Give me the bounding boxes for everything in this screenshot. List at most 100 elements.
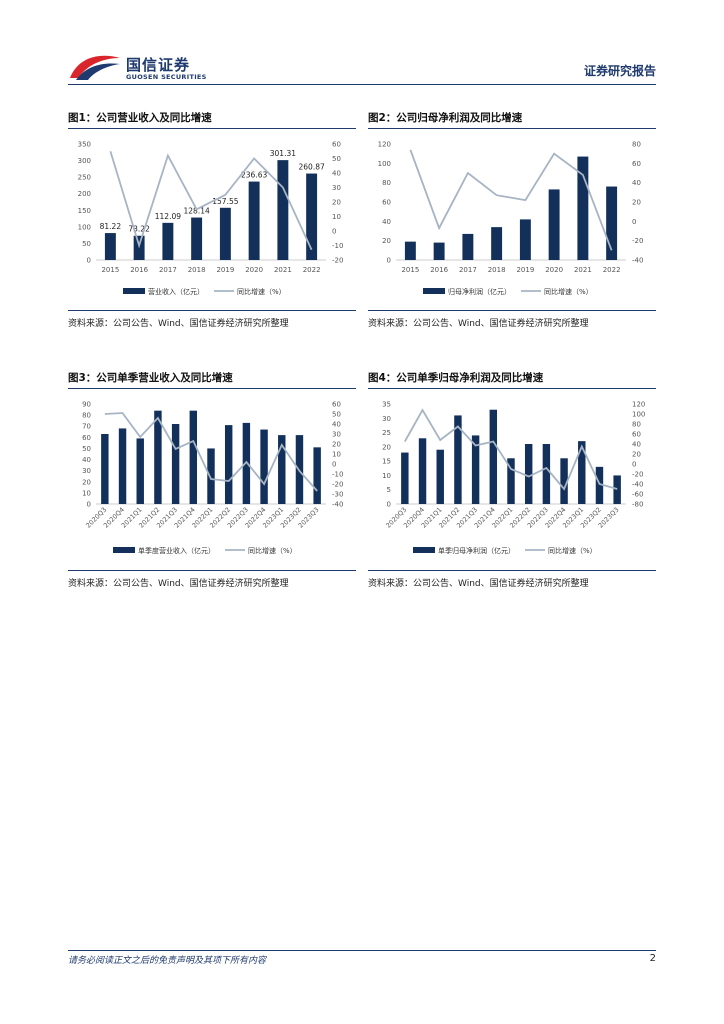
left-axis-tick-label: 15 bbox=[382, 458, 391, 466]
bar bbox=[404, 241, 416, 260]
left-axis-tick-label: 300 bbox=[78, 157, 91, 165]
right-axis-tick-label: 20 bbox=[332, 441, 341, 449]
bar bbox=[248, 181, 260, 260]
left-axis-tick-label: 200 bbox=[78, 190, 91, 198]
bar bbox=[191, 217, 203, 260]
bar bbox=[436, 449, 444, 504]
data-label: 157.55 bbox=[212, 197, 238, 206]
bar bbox=[401, 452, 409, 504]
x-axis-tick-label: 2017 bbox=[159, 266, 177, 274]
bar bbox=[313, 447, 321, 504]
guosen-logo-icon bbox=[70, 55, 120, 80]
right-axis-tick-label: 60 bbox=[632, 431, 641, 439]
left-axis-tick-label: 80 bbox=[382, 179, 391, 187]
bar bbox=[101, 434, 109, 504]
left-axis-tick-label: 30 bbox=[82, 467, 91, 475]
bar bbox=[524, 444, 533, 504]
right-axis-tick-label: 40 bbox=[632, 179, 641, 187]
figure-1-title: 图1：公司营业收入及同比增速 bbox=[68, 112, 212, 124]
figure-1-source: 资料来源：公司公告、Wind、国信证券经济研究所整理 bbox=[68, 319, 289, 329]
bar bbox=[595, 466, 604, 504]
figure-3-title: 图3：公司单季营业收入及同比增速 bbox=[68, 372, 233, 384]
left-axis-tick-label: 35 bbox=[382, 401, 391, 409]
data-label: 260.87 bbox=[299, 163, 325, 172]
right-axis-tick-label: 10 bbox=[332, 213, 341, 221]
legend-bar-swatch bbox=[123, 288, 145, 294]
bar bbox=[104, 233, 116, 260]
figure-4-source: 资料来源：公司公告、Wind、国信证券经济研究所整理 bbox=[368, 579, 589, 589]
legend-line-label: 同比增速（%） bbox=[544, 287, 593, 296]
bar bbox=[418, 438, 427, 504]
right-axis-tick-label: -20 bbox=[332, 257, 343, 265]
bar bbox=[519, 219, 531, 260]
legend-line-label: 同比增速（%） bbox=[237, 287, 286, 296]
right-axis-tick-label: 50 bbox=[332, 411, 341, 419]
figure-2-top-rule bbox=[368, 128, 656, 129]
bar bbox=[219, 207, 231, 260]
logo-name-cn: 国信证券 bbox=[126, 56, 191, 74]
left-axis-tick-label: 0 bbox=[87, 501, 91, 509]
right-axis-tick-label: -40 bbox=[632, 257, 643, 265]
left-axis-tick-label: 20 bbox=[82, 478, 91, 486]
left-axis-tick-label: 90 bbox=[82, 401, 91, 409]
right-axis-tick-label: 60 bbox=[332, 401, 341, 409]
growth-line bbox=[409, 149, 613, 251]
x-axis-tick-label: 2015 bbox=[401, 266, 419, 274]
right-axis-tick-label: 120 bbox=[632, 401, 645, 409]
bar bbox=[306, 173, 318, 260]
figure-1-top-rule bbox=[68, 128, 356, 129]
left-axis-tick-label: 120 bbox=[378, 141, 391, 149]
legend-bar-label: 营业收入（亿元） bbox=[148, 287, 204, 296]
legend-bar-swatch bbox=[413, 547, 435, 553]
right-axis-tick-label: 20 bbox=[332, 199, 341, 207]
figure-3-source: 资料来源：公司公告、Wind、国信证券经济研究所整理 bbox=[68, 579, 289, 589]
x-axis-tick-label: 2018 bbox=[188, 266, 206, 274]
left-axis-tick-label: 250 bbox=[78, 174, 91, 182]
bar bbox=[242, 422, 251, 504]
right-axis-tick-label: -20 bbox=[632, 237, 643, 245]
left-axis-tick-label: 10 bbox=[82, 489, 91, 497]
right-axis-tick-label: 100 bbox=[632, 411, 645, 419]
left-axis-tick-label: 70 bbox=[82, 423, 91, 431]
left-axis-tick-label: 80 bbox=[82, 412, 91, 420]
x-axis-tick-label: 2015 bbox=[101, 266, 119, 274]
logo-name-en: GUOSEN SECURITIES bbox=[126, 73, 207, 81]
bar bbox=[136, 438, 144, 504]
right-axis-tick-label: 20 bbox=[632, 451, 641, 459]
footer-divider bbox=[68, 950, 656, 951]
figure-4-title: 图4：公司单季归母净利润及同比增速 bbox=[368, 372, 544, 384]
growth-line bbox=[404, 408, 618, 491]
figure-2-title: 图2：公司归母净利润及同比增速 bbox=[368, 112, 523, 124]
right-axis-tick-label: -30 bbox=[332, 491, 343, 499]
right-axis-tick-label: 0 bbox=[632, 218, 636, 226]
left-axis-tick-label: 40 bbox=[82, 456, 91, 464]
data-label: 112.09 bbox=[155, 212, 181, 221]
data-label: 81.22 bbox=[100, 222, 122, 231]
bar bbox=[491, 227, 503, 260]
legend-bar-label: 单季度营业收入（亿元） bbox=[138, 546, 215, 555]
right-axis-tick-label: 60 bbox=[332, 141, 341, 149]
left-axis-tick-label: 30 bbox=[382, 415, 391, 423]
x-axis-tick-label: 2021 bbox=[574, 266, 592, 274]
bar bbox=[454, 415, 462, 504]
right-axis-tick-label: -20 bbox=[632, 471, 643, 479]
footer-disclaimer: 请务必阅读正文之后的免责声明及其项下所有内容 bbox=[68, 956, 267, 966]
x-axis-tick-label: 2022 bbox=[603, 266, 621, 274]
bar bbox=[578, 441, 586, 504]
bar bbox=[171, 424, 180, 504]
figure-2-source: 资料来源：公司公告、Wind、国信证券经济研究所整理 bbox=[368, 319, 589, 329]
bar bbox=[162, 222, 174, 260]
bar bbox=[189, 410, 198, 504]
figure-4-top-rule bbox=[368, 388, 656, 389]
data-label: 236.63 bbox=[241, 171, 267, 180]
x-axis-tick-label: 2019 bbox=[516, 266, 534, 274]
legend-line-label: 同比增速（%） bbox=[248, 546, 297, 555]
right-axis-tick-label: 30 bbox=[332, 431, 341, 439]
left-axis-tick-label: 20 bbox=[382, 237, 391, 245]
x-axis-tick-label: 2018 bbox=[488, 266, 506, 274]
left-axis-tick-label: 5 bbox=[387, 486, 391, 494]
right-axis-tick-label: -60 bbox=[632, 491, 643, 499]
right-axis-tick-label: 40 bbox=[632, 441, 641, 449]
figure-3-bottom-rule bbox=[68, 570, 356, 571]
left-axis-tick-label: 10 bbox=[382, 472, 391, 480]
